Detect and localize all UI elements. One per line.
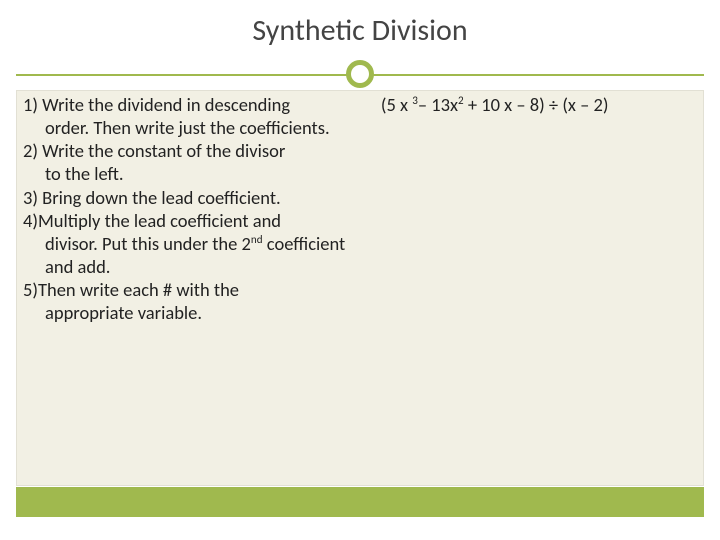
step-body: appropriate variable. — [45, 301, 360, 324]
content-area: 1) Write the dividend in descending orde… — [16, 90, 704, 486]
step-body: order. Then write just the coefficients. — [45, 116, 360, 139]
steps-column: 1) Write the dividend in descending orde… — [17, 91, 367, 485]
step-text: 4)Multiply the lead coefficient and — [23, 209, 281, 232]
step-2: 2) Write the constant of the divisor to … — [23, 139, 360, 185]
step-text: 1) Write the dividend in descending — [23, 93, 290, 116]
slide-title: Synthetic Division — [252, 12, 467, 49]
step-text: 2) Write the constant of the divisor — [23, 139, 285, 162]
step-body: to the left. — [45, 162, 360, 185]
bottom-accent-bar — [16, 487, 704, 517]
step-3: 3) Bring down the lead coefficient. — [23, 186, 360, 209]
step-1: 1) Write the dividend in descending orde… — [23, 93, 360, 139]
step-5: 5)Then write each # with the appropriate… — [23, 278, 360, 324]
accent-circle-icon — [346, 60, 374, 88]
slide-title-area: Synthetic Division — [0, 12, 720, 49]
step-4: 4)Multiply the lead coefficient and divi… — [23, 209, 360, 278]
step-text: 5)Then write each # with the — [23, 278, 239, 301]
step-body: divisor. Put this under the 2nd coeffici… — [45, 232, 360, 278]
step-text: 3) Bring down the lead coefficient. — [23, 186, 281, 209]
expression-column: (5 x 3– 13x2 + 10 x – 8) ÷ (x – 2) — [367, 91, 703, 485]
expression: (5 x 3– 13x2 + 10 x – 8) ÷ (x – 2) — [381, 93, 609, 116]
